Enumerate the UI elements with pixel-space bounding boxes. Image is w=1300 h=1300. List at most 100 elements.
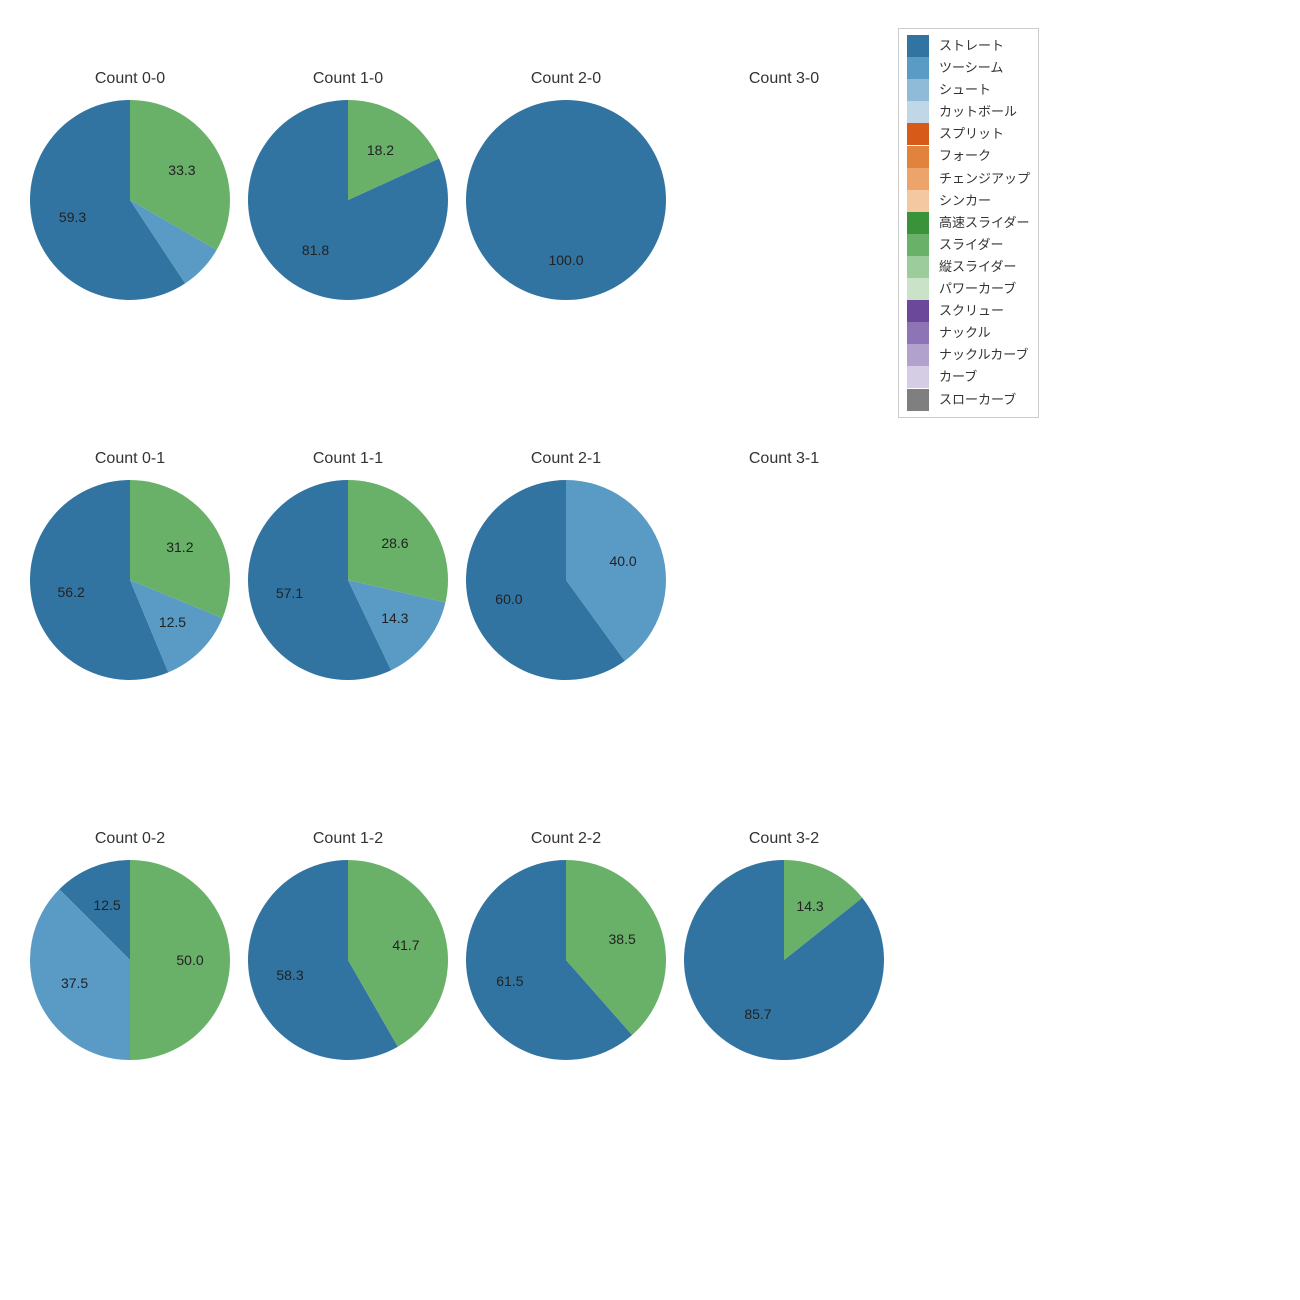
pie-slice-label: 37.5: [61, 975, 88, 991]
legend-swatch: [907, 300, 929, 322]
pie-slice-label: 56.2: [58, 584, 85, 600]
legend-swatch: [907, 322, 929, 344]
subplot-title: Count 3-2: [684, 830, 884, 848]
legend-item: チェンジアップ: [907, 168, 1030, 190]
legend-label: 縦スライダー: [939, 256, 1016, 278]
subplot-title: Count 1-1: [248, 450, 448, 468]
legend-swatch: [907, 212, 929, 234]
legend-swatch: [907, 57, 929, 79]
legend-label: パワーカーブ: [939, 278, 1016, 300]
pie: 12.5 37.5 50.0: [30, 860, 230, 1060]
legend-label: スクリュー: [939, 300, 1004, 322]
pie-slice-label: 33.3: [168, 162, 195, 178]
legend-item: フォーク: [907, 145, 1030, 167]
legend-label: ナックル: [939, 322, 991, 344]
legend-swatch: [907, 146, 929, 168]
legend-swatch: [907, 234, 929, 256]
legend-label: ストレート: [939, 35, 1004, 57]
legend-swatch: [907, 168, 929, 190]
pie: 85.7 14.3: [684, 860, 884, 1060]
legend-swatch: [907, 344, 929, 366]
pie-slice-label: 40.0: [609, 553, 636, 569]
legend-item: カーブ: [907, 366, 1030, 388]
pie-slice-label: 85.7: [744, 1006, 771, 1022]
pie-slice-label: 59.3: [59, 209, 86, 225]
legend-item: ナックル: [907, 322, 1030, 344]
pie: 60.0 40.0: [466, 480, 666, 680]
pie: [684, 100, 884, 300]
legend-label: スローカーブ: [939, 389, 1016, 411]
legend-item: スクリュー: [907, 300, 1030, 322]
legend-item: ツーシーム: [907, 57, 1030, 79]
pie-slice-label: 28.6: [381, 535, 408, 551]
legend-item: シュート: [907, 79, 1030, 101]
legend-label: フォーク: [939, 145, 991, 167]
legend-label: スプリット: [939, 123, 1004, 145]
chart-grid: Count 0-0 59.3 33.3 Count 1-0 81.8 18.2 Count …: [0, 0, 1300, 1300]
legend-item: スライダー: [907, 234, 1030, 256]
legend-item: 縦スライダー: [907, 256, 1030, 278]
legend-swatch: [907, 79, 929, 101]
subplot-title: Count 0-0: [30, 70, 230, 88]
legend-swatch: [907, 190, 929, 212]
legend: ストレートツーシームシュートカットボールスプリットフォークチェンジアップシンカー…: [898, 28, 1039, 418]
legend-item: 高速スライダー: [907, 212, 1030, 234]
pie: 57.1 14.3 28.6: [248, 480, 448, 680]
legend-label: スライダー: [939, 234, 1003, 256]
legend-label: シュート: [939, 79, 991, 101]
legend-item: カットボール: [907, 101, 1030, 123]
pie-slice-label: 14.3: [796, 898, 823, 914]
legend-item: ナックルカーブ: [907, 344, 1030, 366]
legend-label: 高速スライダー: [939, 212, 1029, 234]
legend-item: スプリット: [907, 123, 1030, 145]
pie: [684, 480, 884, 680]
subplot-title: Count 0-1: [30, 450, 230, 468]
subplot-title: Count 2-1: [466, 450, 666, 468]
pie: 100.0: [466, 100, 666, 300]
pie-slice-label: 31.2: [166, 539, 193, 555]
pie-slice-label: 100.0: [548, 252, 583, 268]
subplot-title: Count 2-0: [466, 70, 666, 88]
legend-label: チェンジアップ: [939, 168, 1030, 190]
legend-item: スローカーブ: [907, 389, 1030, 411]
pie-slice-label: 41.7: [392, 937, 419, 953]
legend-swatch: [907, 278, 929, 300]
legend-swatch: [907, 256, 929, 278]
legend-swatch: [907, 366, 929, 388]
legend-label: ナックルカーブ: [939, 344, 1028, 366]
legend-label: カットボール: [939, 101, 1017, 123]
subplot-title: Count 3-0: [684, 70, 884, 88]
pie-slice-label: 12.5: [159, 614, 186, 630]
pie-slice-label: 57.1: [276, 585, 303, 601]
legend-label: カーブ: [939, 366, 977, 388]
pie-slice-label: 50.0: [176, 952, 203, 968]
subplot-title: Count 1-2: [248, 830, 448, 848]
pie-slice-label: 60.0: [495, 591, 522, 607]
pie-slice-label: 14.3: [381, 610, 408, 626]
pie-slice-label: 61.5: [496, 973, 523, 989]
legend-label: ツーシーム: [939, 57, 1003, 79]
legend-swatch: [907, 389, 929, 411]
pie-slice-label: 38.5: [609, 931, 636, 947]
legend-item: シンカー: [907, 190, 1030, 212]
pie-slice: [466, 100, 666, 300]
pie: 58.3 41.7: [248, 860, 448, 1060]
pie: 56.2 12.5 31.2: [30, 480, 230, 680]
pie-slice-label: 81.8: [302, 242, 329, 258]
subplot-title: Count 2-2: [466, 830, 666, 848]
pie-slice-label: 12.5: [93, 897, 120, 913]
subplot-title: Count 1-0: [248, 70, 448, 88]
pie: 81.8 18.2: [248, 100, 448, 300]
pie: 59.3 33.3: [30, 100, 230, 300]
pie-slice-label: 18.2: [367, 142, 394, 158]
legend-item: ストレート: [907, 35, 1030, 57]
subplot-title: Count 3-1: [684, 450, 884, 468]
pie-slice-label: 58.3: [276, 967, 303, 983]
legend-item: パワーカーブ: [907, 278, 1030, 300]
pie: 61.5 38.5: [466, 860, 666, 1060]
legend-label: シンカー: [939, 190, 991, 212]
legend-swatch: [907, 35, 929, 57]
legend-swatch: [907, 123, 929, 145]
legend-swatch: [907, 101, 929, 123]
subplot-title: Count 0-2: [30, 830, 230, 848]
